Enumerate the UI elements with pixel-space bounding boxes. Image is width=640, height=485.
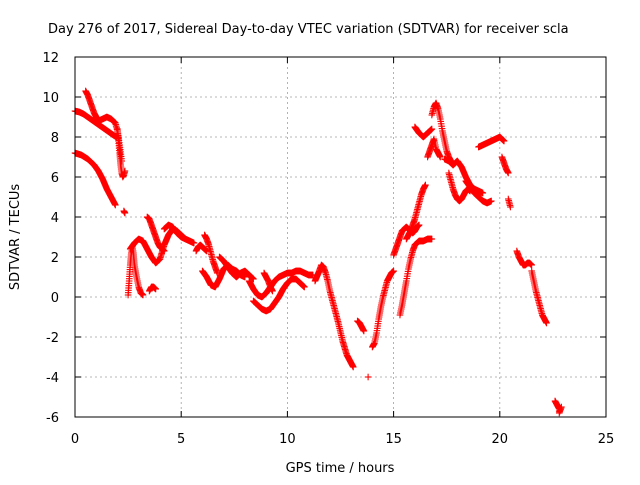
y-tick-label: 10 xyxy=(42,91,59,106)
data-point xyxy=(241,273,249,281)
data-point xyxy=(543,319,550,327)
y-axis-label: SDTVAR / TECUs xyxy=(8,184,23,291)
y-tick-label: 2 xyxy=(51,251,59,266)
data-point xyxy=(488,197,495,205)
data-point xyxy=(139,291,147,299)
data-point xyxy=(349,363,357,371)
plot-frame xyxy=(74,56,607,418)
data-point xyxy=(504,169,512,177)
data-point xyxy=(428,125,436,133)
data-point xyxy=(269,287,276,295)
y-tick-label: 6 xyxy=(51,171,59,186)
data-point xyxy=(479,189,487,197)
tick-labels: 0 5 10 15 20 25 -6 -4 -2 0 2 4 6 8 10 12 xyxy=(42,51,614,447)
y-tick-label: 4 xyxy=(51,211,59,226)
data-point xyxy=(558,403,565,411)
data-point xyxy=(422,181,429,189)
data-point xyxy=(415,221,423,229)
chart-title: Day 276 of 2017, Sidereal Day-to-day VTE… xyxy=(48,22,569,37)
data-point xyxy=(190,239,198,247)
data-point xyxy=(250,275,257,283)
data-point xyxy=(500,137,508,145)
y-tick-label: 12 xyxy=(42,51,59,66)
data-point xyxy=(360,327,368,335)
data-point xyxy=(112,201,119,209)
x-tick-label: 0 xyxy=(71,432,79,447)
y-tick-label: 8 xyxy=(51,131,59,146)
data-point xyxy=(121,167,129,175)
x-axis-label: GPS time / hours xyxy=(286,461,395,476)
data-point xyxy=(390,267,397,275)
x-tick-label: 15 xyxy=(385,432,402,447)
y-tick-label: 0 xyxy=(51,291,59,306)
data-point xyxy=(301,283,308,291)
x-tick-label: 25 xyxy=(598,432,615,447)
data-point xyxy=(121,209,129,217)
data-points xyxy=(71,87,565,417)
data-point xyxy=(364,373,372,381)
data-point xyxy=(437,153,444,161)
y-tick-label: -2 xyxy=(46,331,59,346)
data-point xyxy=(507,203,514,211)
data-point xyxy=(152,285,160,293)
x-tick-label: 5 xyxy=(177,432,185,447)
x-tick-label: 20 xyxy=(492,432,509,447)
data-point xyxy=(428,235,436,243)
data-point xyxy=(528,261,535,269)
y-tick-label: -4 xyxy=(46,371,59,386)
data-point xyxy=(214,269,221,277)
data-point xyxy=(160,247,168,255)
y-tick-label: -6 xyxy=(46,411,59,426)
x-tick-label: 10 xyxy=(279,432,296,447)
